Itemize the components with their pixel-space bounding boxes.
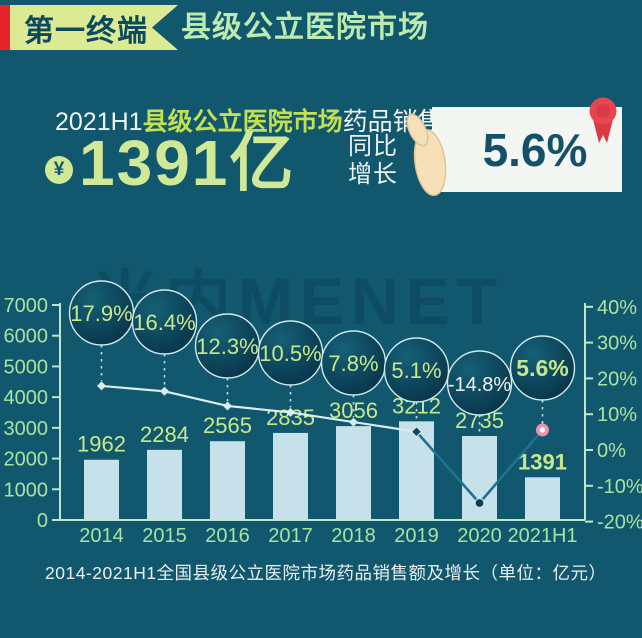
first-terminal-banner: 第一终端: [0, 5, 178, 50]
growth-bubble-label-2014: 17.9%: [70, 301, 132, 326]
yoy-line1: 同比: [348, 133, 398, 160]
x-label-2014: 2014: [79, 525, 124, 547]
page-title: 县级公立医院市场: [181, 11, 429, 44]
growth-bubble-label-2020: -14.8%: [448, 374, 512, 396]
left-axis-label: 1000: [4, 479, 49, 501]
yoy-line2: 增长: [348, 161, 398, 188]
right-axis-label: -10%: [597, 476, 642, 498]
x-label-2015: 2015: [142, 525, 187, 547]
axes: 7000 6000 5000 4000 3000 2000 1000 0 40% 30% 20% 10…: [4, 295, 642, 534]
headline-market: 县级公立医院市场: [142, 108, 343, 136]
growth-bubble-label-2021H1: 5.6%: [516, 355, 568, 381]
growth-bubble-label-2015: 16.4%: [133, 310, 195, 335]
right-axis-label: 10%: [597, 404, 637, 426]
bar-value-2014: 1962: [77, 432, 126, 457]
bar-2016: [210, 441, 245, 520]
growth-line-light: [101, 384, 417, 433]
right-axis-label: 30%: [597, 333, 637, 355]
growth-bubble-2021H1: [509, 335, 576, 401]
yuan-symbol: ¥: [53, 159, 65, 180]
right-axis-label: 20%: [597, 368, 637, 390]
x-label-2019: 2019: [394, 525, 439, 547]
bar-2014: [84, 459, 119, 520]
left-axis-label: 4000: [4, 387, 49, 409]
bar-value-2015: 2284: [140, 422, 189, 447]
banner-red-stripe: [0, 5, 10, 50]
marker-2016: [223, 401, 232, 411]
marker-2020: [474, 497, 485, 509]
marker-2015: [160, 386, 169, 396]
bubble-connectors: [100, 345, 544, 498]
left-axis-label: 2000: [4, 449, 49, 471]
right-axis-label: 40%: [597, 297, 637, 319]
x-label-2016: 2016: [205, 525, 250, 547]
growth-bubbles: 17.9% 16.4%12.3% 10.5% 7.8% 5.1% -14.8%5.6%: [68, 280, 576, 416]
sales-amount: 1391亿: [79, 127, 296, 199]
left-axis-label: 7000: [4, 295, 49, 317]
line-markers: [97, 381, 549, 509]
growth-bubble-label-2017: 10.5%: [259, 341, 321, 366]
bar-value-2021H1: 1391: [518, 449, 567, 474]
x-label-2021H1: 2021H1: [507, 525, 577, 547]
growth-bubble-label-2019: 5.1%: [391, 358, 441, 383]
award-ribbon-icon: [589, 97, 617, 143]
bar-2021H1: [525, 477, 560, 520]
x-label-2017: 2017: [268, 525, 313, 547]
bar-2019: [399, 421, 434, 520]
left-axis-label: 5000: [4, 356, 49, 378]
marker-2014: [97, 381, 106, 391]
left-axis-label: 3000: [4, 418, 49, 440]
headline-prefix: 2021H1: [55, 108, 143, 136]
bar-value-2016: 2565: [203, 413, 252, 438]
chart-caption: 2014-2021H1全国县级公立医院市场药品销售额及增长（单位：亿元）: [45, 563, 607, 583]
right-axis-label: 0%: [597, 440, 626, 462]
growth-rate-value: 5.6%: [482, 123, 588, 176]
marker-2021H1-center: [539, 427, 546, 433]
pointing-hand-icon: [406, 113, 447, 197]
left-axis-label: 0: [37, 510, 48, 532]
first-terminal-label: 第一终端: [24, 14, 148, 48]
bar-2015: [147, 449, 182, 520]
growth-bubble-label-2018: 7.8%: [328, 351, 378, 376]
growth-rate-card: 5.6%: [432, 107, 622, 192]
growth-bubble-2019: [383, 337, 450, 403]
growth-bubble-2015: [131, 289, 198, 355]
marker-2017: [286, 407, 295, 417]
yoy-label: 同比 增长: [348, 133, 398, 189]
yuan-icon: ¥: [45, 156, 73, 184]
x-label-2018: 2018: [331, 525, 376, 547]
growth-bubble-label-2016: 12.3%: [196, 334, 258, 359]
marker-2018: [349, 417, 358, 427]
bar-2018: [336, 426, 371, 520]
bars-group: 1962201422842015256520162835201730562018…: [77, 393, 578, 547]
growth-bubble-2020: [446, 350, 513, 416]
left-axis-label: 6000: [4, 326, 49, 348]
right-axis-label: -20%: [597, 512, 642, 534]
marker-2019: [410, 426, 423, 438]
bar-2017: [273, 432, 308, 520]
x-label-2020: 2020: [457, 525, 502, 547]
